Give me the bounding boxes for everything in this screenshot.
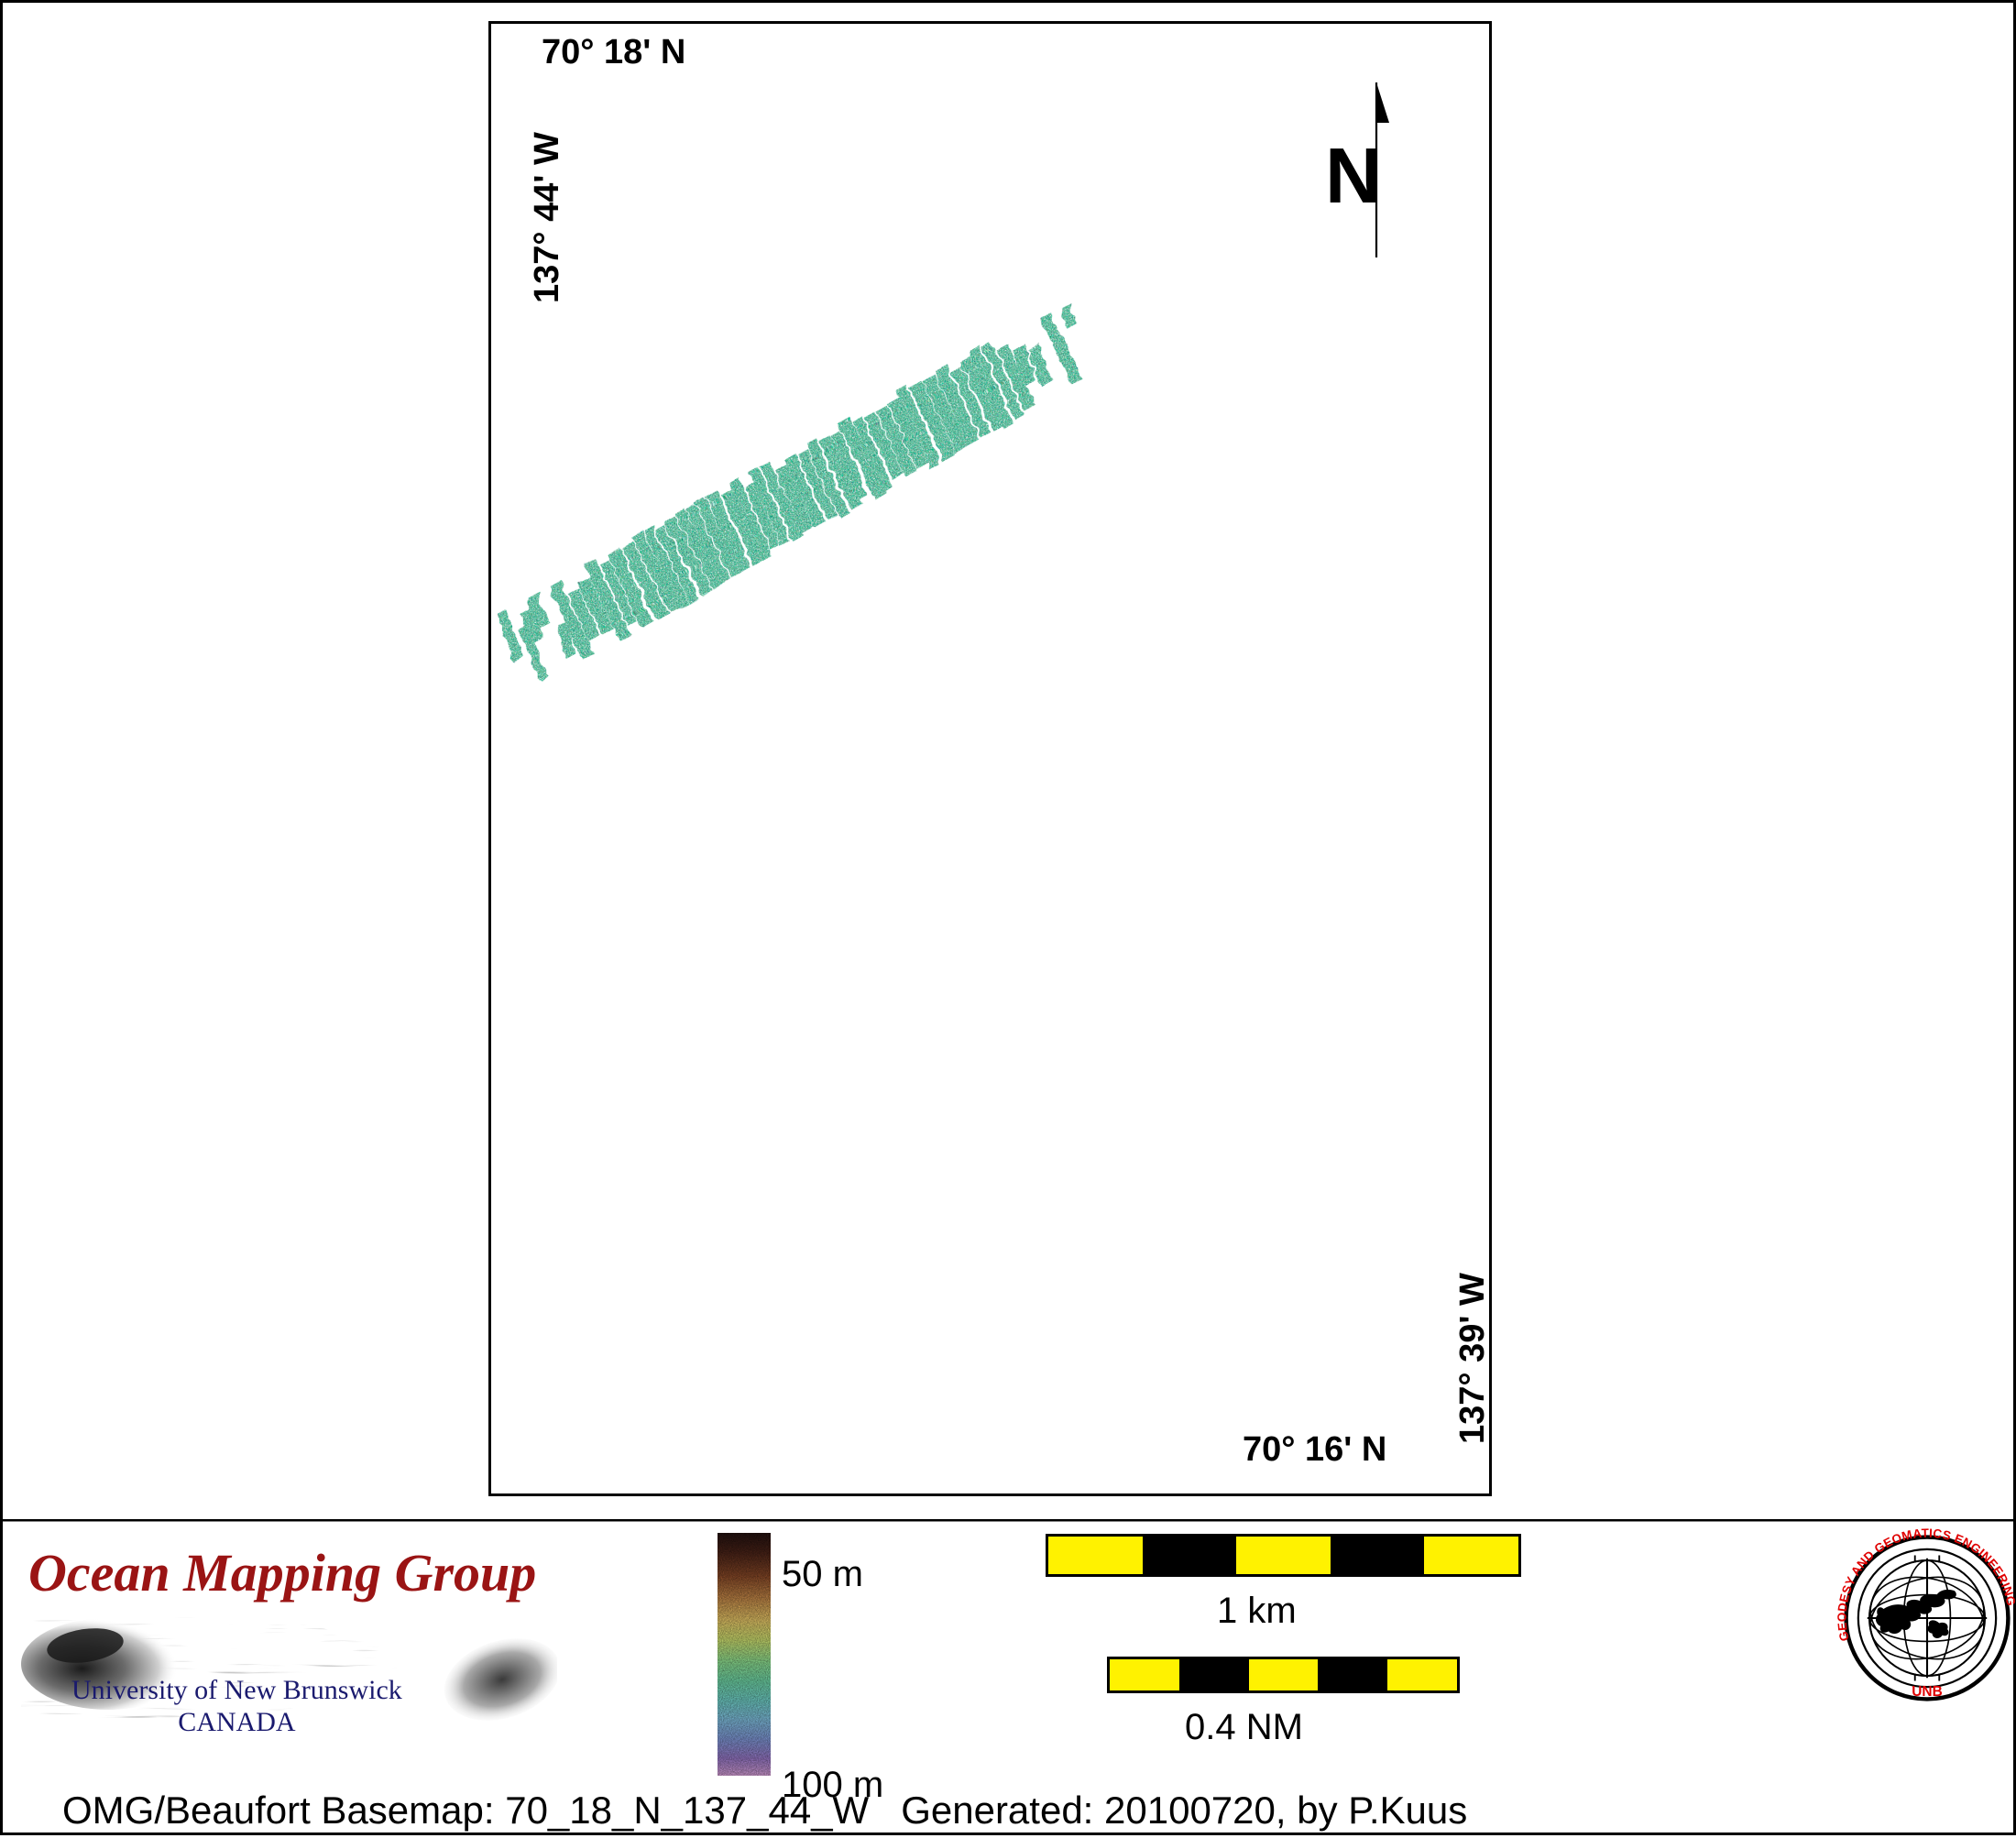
svg-text:N: N	[1325, 133, 1381, 220]
svg-text:UNB: UNB	[1912, 1684, 1943, 1700]
svg-text:Ocean Mapping Group: Ocean Mapping Group	[28, 1543, 536, 1603]
